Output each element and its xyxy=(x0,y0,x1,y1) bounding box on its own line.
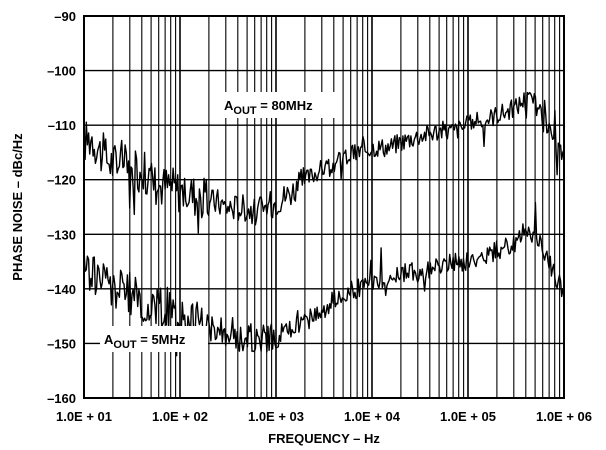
y-tick-label: –140 xyxy=(47,282,76,297)
y-tick-label: –100 xyxy=(47,64,76,79)
series-layer xyxy=(83,91,565,357)
x-tick-label: 1.0E + 02 xyxy=(152,409,208,424)
x-tick-label: 1.0E + 03 xyxy=(248,409,304,424)
x-axis-title: FREQUENCY – Hz xyxy=(268,431,380,446)
y-tick-label: –90 xyxy=(54,9,76,24)
y-tick-label: –110 xyxy=(48,118,76,133)
annotation-label: AOUT = 5MHz xyxy=(104,332,186,351)
annotation-background xyxy=(220,92,340,118)
y-axis-title: PHASE NOISE – dBc/Hz xyxy=(10,133,25,281)
plot-frame xyxy=(83,15,565,399)
tick-labels: –90 –100 –110 –120 –130 –140 –150 –160 1.0E + 01… xyxy=(47,9,592,424)
annotations: AOUT = 80MHz AOUT = 5MHz xyxy=(100,92,340,352)
x-tick-label: 1.0E + 06 xyxy=(536,409,592,424)
y-tick-label: –150 xyxy=(47,336,76,351)
y-tick-label: –160 xyxy=(47,391,76,406)
x-tick-label: 1.0E + 05 xyxy=(440,409,496,424)
x-tick-label: 1.0E + 04 xyxy=(344,409,401,424)
x-tick-label: 1.0E + 01 xyxy=(56,409,112,424)
series-line-1 xyxy=(83,91,565,234)
series-line-2 xyxy=(83,201,565,357)
y-tick-label: –120 xyxy=(47,173,76,188)
annotation-background xyxy=(100,326,208,352)
y-tick-label: –130 xyxy=(47,227,76,242)
annotation-label: AOUT = 80MHz xyxy=(224,98,313,117)
